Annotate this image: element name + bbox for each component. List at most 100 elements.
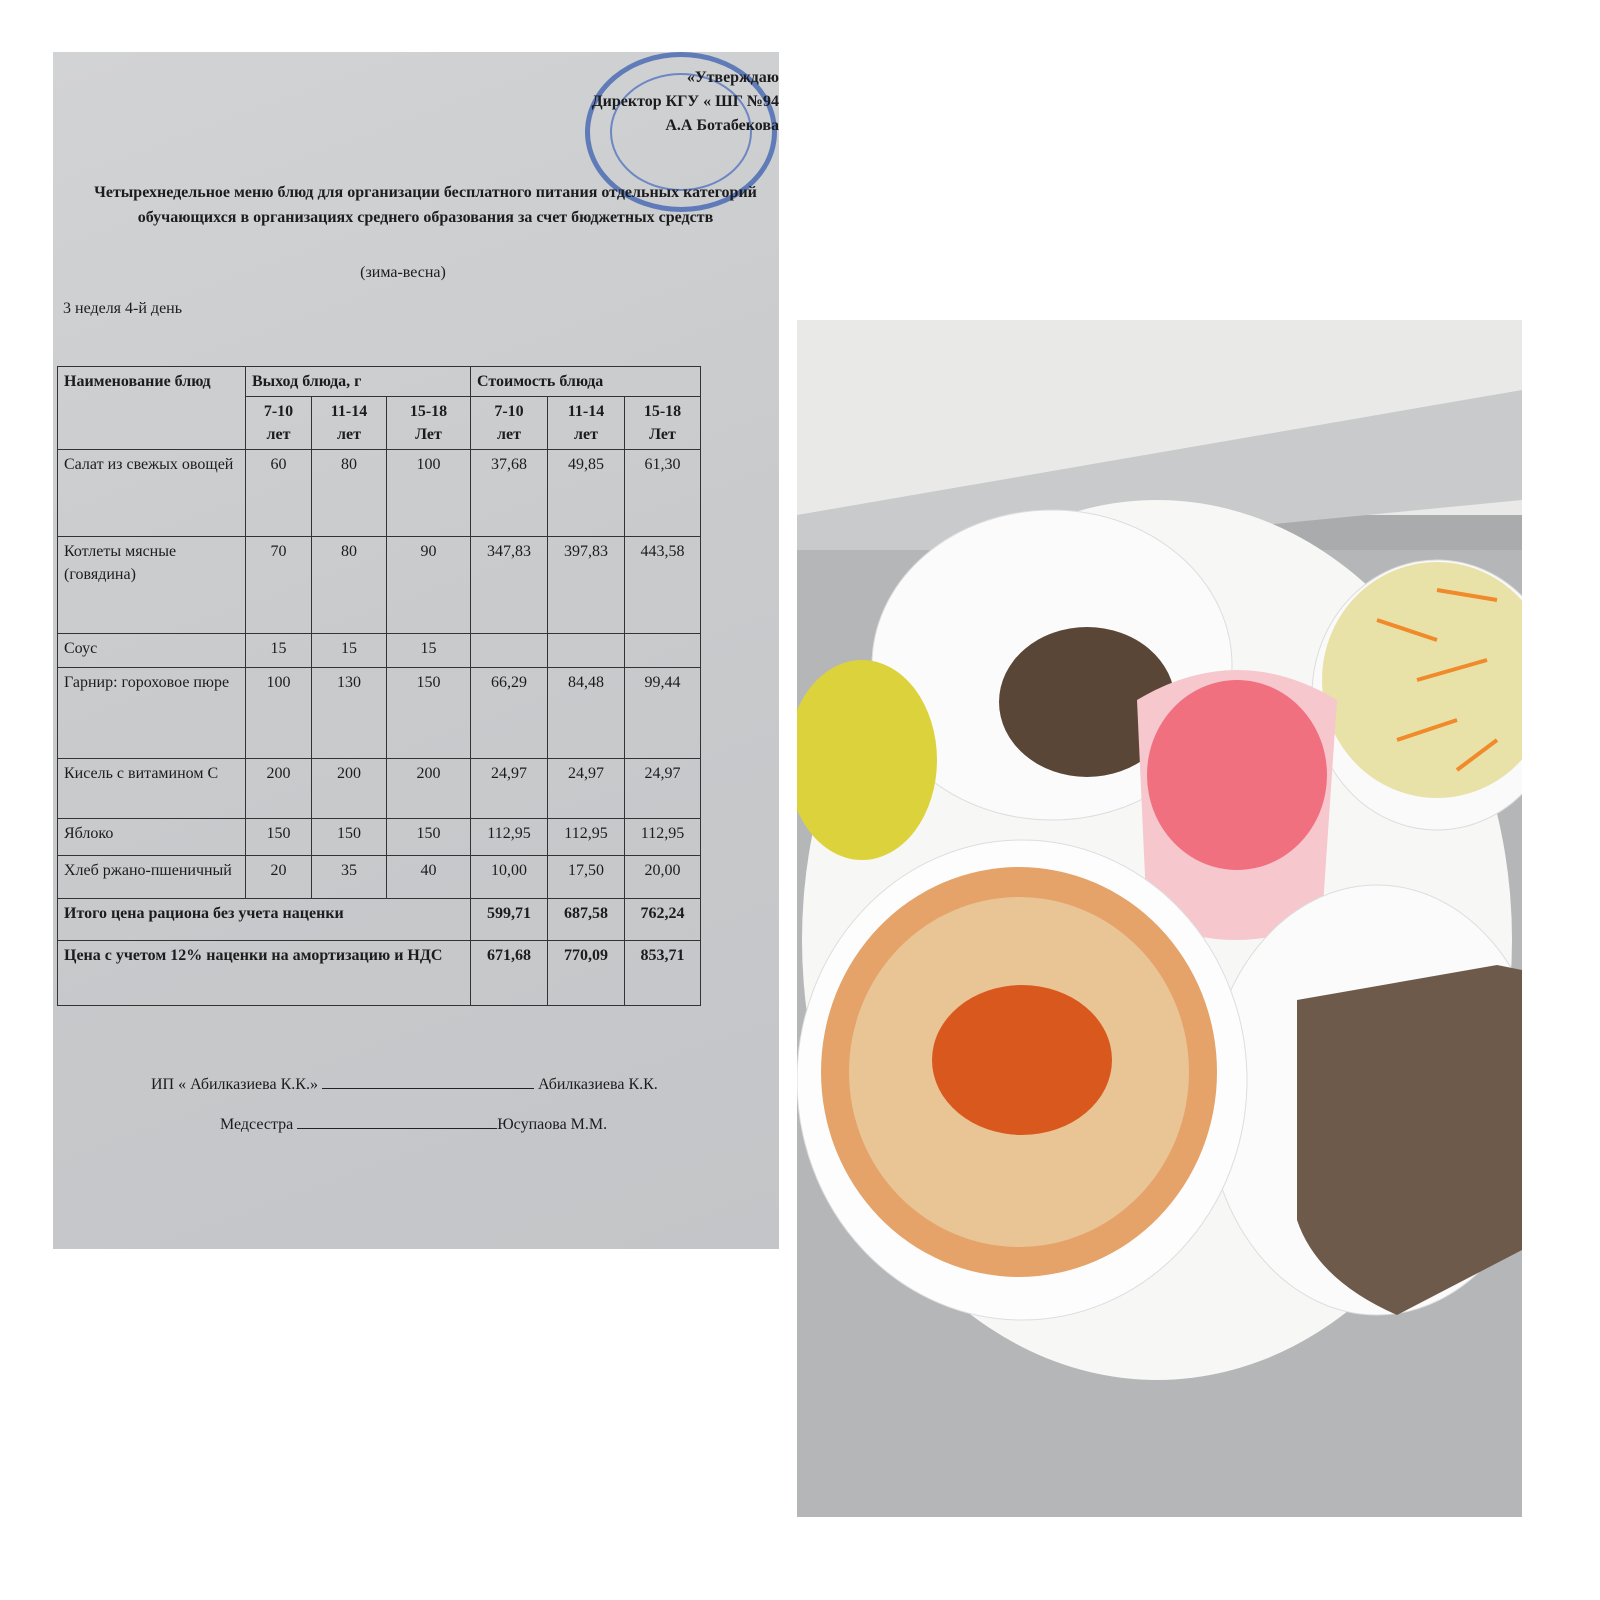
cost-cell: 24,97 <box>470 758 548 819</box>
yield-cell: 150 <box>386 818 471 856</box>
age-unit: лет <box>337 426 361 443</box>
rye-bread <box>1297 965 1522 1315</box>
cutlet <box>999 627 1175 777</box>
yield-cell: 20 <box>245 855 312 899</box>
cost-cell: 61,30 <box>624 449 701 537</box>
yield-cell: 200 <box>386 758 471 819</box>
signature-nurse: Медсестра Юсупаова М.М. <box>220 1114 607 1134</box>
age-unit: лет <box>266 426 291 443</box>
cost-cell: 84,48 <box>547 667 625 759</box>
dish-name: Яблоко <box>57 818 246 856</box>
cost-cell: 443,58 <box>624 536 701 634</box>
age-range: 11-14 <box>330 403 368 420</box>
age-group-header: 15-18 Лет <box>624 396 701 450</box>
yield-cell: 200 <box>245 758 312 819</box>
document-title: Четырехнедельное меню блюд для организац… <box>94 184 757 226</box>
age-group-header: 15-18 Лет <box>386 396 471 450</box>
yield-cell: 150 <box>311 818 387 856</box>
cost-cell: 37,68 <box>470 449 548 537</box>
signature-role: ИП « Абилказиева К.К.» <box>151 1076 318 1093</box>
yield-cell: 80 <box>311 449 387 537</box>
yield-cell: 150 <box>245 818 312 856</box>
signature-name: Абилказиева К.К. <box>537 1076 658 1093</box>
apple <box>797 660 937 860</box>
cost-cell <box>624 633 701 668</box>
table-row: Хлеб ржано-пшеничный 20 35 40 10,00 17,50 20,0… <box>57 855 701 899</box>
season-label: (зима-весна) <box>360 264 446 281</box>
dish-name: Соус <box>57 633 246 668</box>
age-range: 7-10 <box>494 403 524 420</box>
total-cost-cell: 770,09 <box>547 940 625 1006</box>
age-range: 15-18 <box>643 403 682 420</box>
yield-cell: 150 <box>386 667 471 759</box>
cost-cell: 24,97 <box>547 758 625 819</box>
age-group-header: 7-10 лет <box>245 396 312 450</box>
age-group-header: 7-10 лет <box>470 396 548 450</box>
total-cost-cell: 687,58 <box>547 898 625 941</box>
lunch-photo <box>797 320 1522 1517</box>
cost-cell: 112,95 <box>470 818 548 856</box>
total-cost-cell: 671,68 <box>470 940 548 1006</box>
yield-cell: 90 <box>386 536 471 634</box>
total-cost-cell: 853,71 <box>624 940 701 1006</box>
age-range: 11-14 <box>567 403 605 420</box>
table-row: Яблоко 150 150 150 112,95 112,95 112,95 <box>57 818 701 856</box>
total-cost-cell: 599,71 <box>470 898 548 941</box>
table-row: Котлеты мясные (говядина) 70 80 90 347,83 397… <box>57 536 701 634</box>
cost-cell: 66,29 <box>470 667 548 759</box>
signature-line <box>321 1074 534 1089</box>
header-cost: Стоимость блюда <box>470 366 701 397</box>
signature-role: Медсестра <box>220 1116 294 1133</box>
age-range: 7-10 <box>263 403 294 420</box>
age-unit: лет <box>497 426 521 443</box>
header-name: Наименование блюд <box>57 366 246 450</box>
age-unit: Лет <box>649 426 676 443</box>
cost-cell: 112,95 <box>624 818 701 856</box>
dish-name: Хлеб ржано-пшеничный <box>57 855 246 899</box>
signature-entrepreneur: ИП « Абилказиева К.К.» Абилказиева К.К. <box>151 1074 658 1094</box>
dish-name: Кисель с витамином С <box>57 758 246 819</box>
age-group-header: 11-14 лет <box>547 396 625 450</box>
age-group-header: 11-14 лет <box>311 396 387 450</box>
carrot-topping <box>932 985 1112 1135</box>
approval-line: «Утверждаю <box>686 69 779 86</box>
age-unit: лет <box>574 426 598 443</box>
signature-name: Юсупаова М.М. <box>497 1116 608 1133</box>
dish-name: Салат из свежых овощей <box>57 449 246 537</box>
cost-cell: 20,00 <box>624 855 701 899</box>
cost-cell: 112,95 <box>547 818 625 856</box>
menu-table: Наименование блюд Выход блюда, г Стоимос… <box>57 366 701 1006</box>
table-row: Гарнир: гороховое пюре 100 130 150 66,29 84,4… <box>57 667 701 759</box>
yield-cell: 15 <box>311 633 387 668</box>
yield-cell: 40 <box>386 855 471 899</box>
total-row: Итого цена рациона без учета наценки 599,… <box>57 898 701 941</box>
cost-cell: 24,97 <box>624 758 701 819</box>
total-cost-cell: 762,24 <box>624 898 701 941</box>
cost-cell: 49,85 <box>547 449 625 537</box>
cost-cell: 10,00 <box>470 855 548 899</box>
cost-cell <box>470 633 548 668</box>
header-yield: Выход блюда, г <box>245 366 471 397</box>
yield-cell: 15 <box>386 633 471 668</box>
yield-cell: 70 <box>245 536 312 634</box>
lunch-tray-illustration <box>797 320 1522 1517</box>
yield-cell: 15 <box>245 633 312 668</box>
yield-cell: 200 <box>311 758 387 819</box>
cost-cell: 17,50 <box>547 855 625 899</box>
total-label: Итого цена рациона без учета наценки <box>57 898 471 941</box>
kissel-drink <box>1147 680 1327 870</box>
signature-line <box>297 1114 498 1129</box>
cost-cell: 347,83 <box>470 536 548 634</box>
total-label: Цена с учетом 12% наценки на амортизацию… <box>57 940 471 1006</box>
approval-name: А.А Ботабекова <box>665 117 779 134</box>
cost-cell: 99,44 <box>624 667 701 759</box>
yield-cell: 35 <box>311 855 387 899</box>
carrot-strips <box>1376 588 1499 772</box>
week-day-label: 3 неделя 4-й день <box>63 300 183 317</box>
age-range: 15-18 <box>409 403 448 420</box>
approval-director: Директор КГУ « ШГ №94 <box>591 93 779 110</box>
yield-cell: 60 <box>245 449 312 537</box>
table-row: Кисель с витамином С 200 200 200 24,97 24,97 2… <box>57 758 701 819</box>
dish-name: Котлеты мясные (говядина) <box>57 536 246 634</box>
table-row: Соус 15 15 15 <box>57 633 701 668</box>
